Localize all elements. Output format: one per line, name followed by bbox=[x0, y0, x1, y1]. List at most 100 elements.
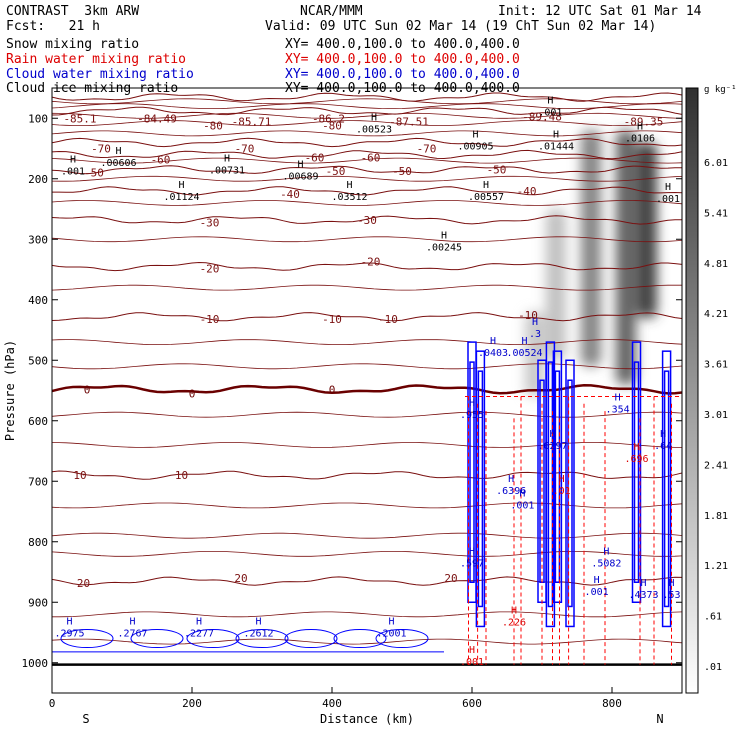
temperature-label: -87.51 bbox=[389, 115, 429, 128]
temperature-contour-line bbox=[52, 98, 682, 105]
y-tick-label: 200 bbox=[28, 173, 48, 186]
contour-labels: -85.1 -84.49 -85.71 -86.2 -87.51 -89.48 -89.35… bbox=[54, 95, 680, 667]
temperature-label: -85.1 bbox=[63, 112, 96, 125]
y-tick-label: 800 bbox=[28, 536, 48, 549]
temperature-contour-line bbox=[52, 576, 682, 586]
temperature-label: -89.35 bbox=[624, 115, 664, 128]
temperature-label: 20 bbox=[234, 572, 247, 585]
cloud-water-maximum-label: .64 bbox=[654, 441, 672, 452]
rain-maximum-label: .226 bbox=[502, 617, 526, 628]
temperature-contour-line bbox=[52, 120, 682, 127]
snow-maximum-label: .001 bbox=[656, 194, 680, 205]
cloud-water-maximum-marker: H bbox=[255, 616, 261, 627]
temperature-contour-line bbox=[52, 470, 682, 480]
field-rain-xy: XY= 400.0,100.0 to 400.0,400.0 bbox=[285, 52, 520, 67]
cloud-water-maximum-label: .597 bbox=[460, 559, 484, 570]
temperature-contour-line bbox=[52, 130, 682, 137]
cloud-water-contour bbox=[60, 629, 114, 649]
x-tick-label: 600 bbox=[462, 697, 482, 710]
y-axis-title: Pressure (hPa) bbox=[3, 340, 17, 441]
rain-maximum-marker: H bbox=[511, 605, 517, 616]
temperature-contour-line bbox=[52, 638, 682, 645]
temperature-label: -20 bbox=[200, 262, 220, 275]
temperature-contour-line bbox=[52, 92, 682, 102]
snow-maximum-label: .00557 bbox=[468, 192, 504, 203]
cloud-water-maximum-label: .00524 bbox=[506, 348, 542, 359]
temperature-contour-line bbox=[52, 186, 682, 196]
rain-maximum-label: .696 bbox=[624, 454, 648, 465]
forecast-hour: Fcst: 21 h bbox=[6, 19, 100, 34]
snow-shading-band bbox=[637, 142, 657, 318]
cloud-water-maximum-label: .2612 bbox=[243, 628, 273, 639]
snow-shading-band bbox=[616, 130, 636, 385]
init-time: Init: 12 UTC Sat 01 Mar 14 bbox=[498, 4, 702, 19]
cloud-water-maximum-label: .001 bbox=[585, 587, 609, 598]
cloud-water-contour bbox=[284, 629, 338, 649]
snow-maximum-marker: H bbox=[178, 180, 184, 191]
snow-maximum-label: .03512 bbox=[331, 192, 367, 203]
rain-maximum-marker: H bbox=[633, 442, 639, 453]
cloud-water-contour bbox=[545, 341, 556, 628]
cloud-water-contour bbox=[130, 629, 184, 649]
temperature-label: 10 bbox=[73, 469, 86, 482]
temperature-contour-line bbox=[52, 106, 682, 116]
cloud-water-maximum-label: .5082 bbox=[591, 559, 621, 570]
cloud-water-maximum-marker: H bbox=[388, 616, 394, 627]
colorbar-tick-label: 6.01 bbox=[704, 158, 728, 169]
field-cloud-water-xy: XY= 400.0,100.0 to 400.0,400.0 bbox=[285, 67, 520, 82]
snow-shading-band bbox=[525, 311, 545, 397]
cloud-water-maximum-label: .3 bbox=[529, 329, 541, 340]
snow-maximum-label: .00245 bbox=[426, 242, 462, 253]
temperature-label: -50 bbox=[84, 167, 104, 180]
temperature-label: -84.49 bbox=[137, 112, 177, 125]
snow-maximum-label: .00689 bbox=[282, 172, 318, 183]
valid-time: Valid: 09 UTC Sun 02 Mar 14 (19 ChT Sun … bbox=[265, 19, 657, 34]
temperature-label: -70 bbox=[91, 143, 111, 156]
cloud-water-maximum-marker: H bbox=[532, 317, 538, 328]
cloud-water-maximum-marker: H bbox=[129, 616, 135, 627]
y-tick-label: 900 bbox=[28, 596, 48, 609]
cloud-water-maximum-marker: H bbox=[668, 578, 674, 589]
temperature-contour-line bbox=[52, 502, 682, 509]
y-tick-label: 700 bbox=[28, 475, 48, 488]
colorbar-tick-label: 3.61 bbox=[704, 360, 728, 371]
y-tick-label: 600 bbox=[28, 415, 48, 428]
colorbar-tick-label: 5.41 bbox=[704, 208, 728, 219]
temperature-label: -86.2 bbox=[312, 112, 345, 125]
temperature-label: 0 bbox=[84, 383, 91, 396]
cloud-water-maximum-label: .2767 bbox=[117, 628, 147, 639]
snow-maximum-marker: H bbox=[371, 112, 377, 123]
colorbar-tick-label: 3.01 bbox=[704, 410, 728, 421]
colorbar-tick-label: .01 bbox=[704, 662, 722, 673]
temperature-label: 20 bbox=[77, 577, 90, 590]
temperature-contour-line bbox=[52, 149, 682, 160]
cloud-water-maximum-label: .6297 bbox=[537, 441, 567, 452]
snow-maximum-marker: H bbox=[346, 180, 352, 191]
temperature-contour-line bbox=[52, 157, 682, 164]
snow-maximum-label: .00523 bbox=[356, 124, 392, 135]
snow-maximum-label: .0106 bbox=[625, 133, 655, 144]
cloud-water-maximum-label: .0403 bbox=[478, 348, 508, 359]
x-tick-label: 0 bbox=[49, 697, 56, 710]
rain-maximum-marker: H bbox=[559, 474, 565, 485]
cloud-water-maximum-marker: H bbox=[615, 392, 621, 403]
x-axis-title: Distance (km) bbox=[320, 712, 414, 726]
colorbar-tick-label: 1.21 bbox=[704, 561, 728, 572]
snow-maximum-marker: H bbox=[472, 129, 478, 140]
temperature-contour-line bbox=[52, 103, 682, 109]
rain-maximum-marker: H bbox=[469, 645, 475, 656]
temperature-label: -80 bbox=[203, 120, 223, 133]
cloud-water-maximum-label: .2001 bbox=[376, 628, 406, 639]
rain-water-contours bbox=[465, 396, 682, 665]
temperature-label: -10 bbox=[378, 313, 398, 326]
cloud-water-maximum-marker: H bbox=[521, 336, 527, 347]
temperature-label: -30 bbox=[200, 216, 220, 229]
temperature-label: -60 bbox=[361, 152, 381, 165]
cloud-water-maximum-label: .354 bbox=[606, 404, 630, 415]
cloud-water-contour bbox=[633, 361, 640, 583]
temperature-contour-line bbox=[52, 339, 682, 346]
temperature-label: -10 bbox=[518, 309, 538, 322]
temperature-label: -10 bbox=[200, 313, 220, 326]
snow-maximum-label: .001 bbox=[61, 167, 85, 178]
